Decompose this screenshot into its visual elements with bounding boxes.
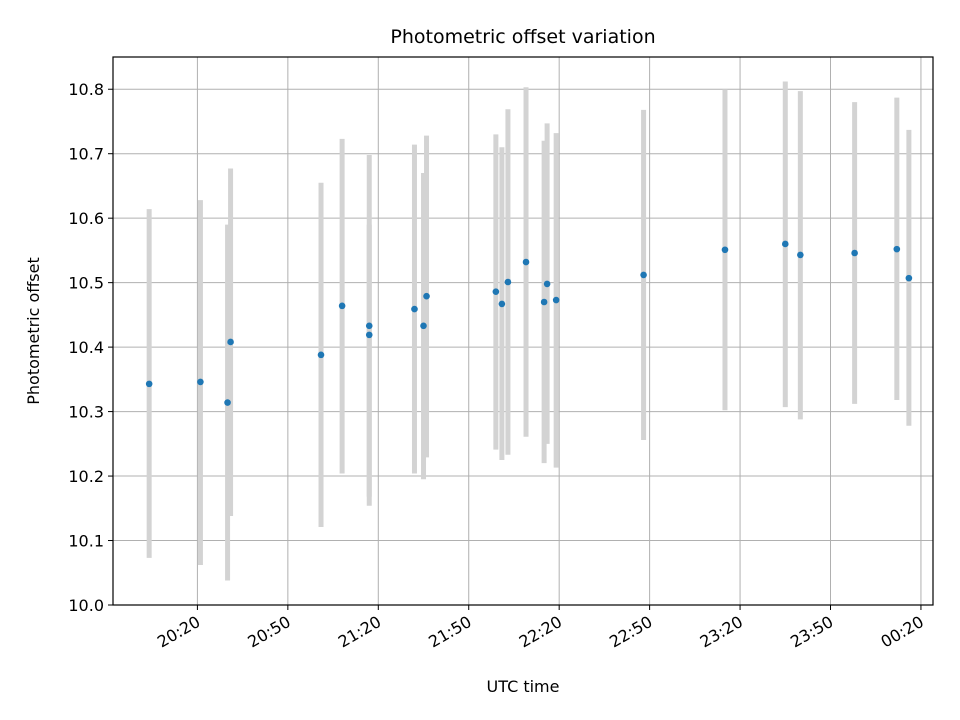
y-tick-label: 10.5 xyxy=(68,274,104,293)
y-axis: 10.0 10.1 10.2 10.3 10.4 10.5 10.6 10.7 10.8 xyxy=(68,80,113,615)
data-point xyxy=(411,305,418,313)
data-point xyxy=(721,246,729,254)
data-point xyxy=(797,251,804,259)
y-tick-label: 10.7 xyxy=(68,145,104,164)
data-point xyxy=(492,288,500,295)
data-point xyxy=(781,240,789,248)
data-point xyxy=(224,399,231,406)
data-point xyxy=(498,300,506,308)
data-point xyxy=(227,338,234,346)
data-point xyxy=(543,280,551,288)
data-point xyxy=(905,274,913,282)
grid xyxy=(113,57,933,606)
data-point xyxy=(338,302,346,310)
data-point xyxy=(365,331,373,339)
data-point xyxy=(540,298,548,306)
y-axis-title: Photometric offset xyxy=(24,257,43,405)
y-tick-label: 10.1 xyxy=(68,532,104,551)
data-point xyxy=(504,278,512,286)
y-tick-label: 10.4 xyxy=(68,338,104,357)
y-tick-label: 10.6 xyxy=(68,209,104,228)
data-point xyxy=(552,296,560,304)
data-point xyxy=(851,249,858,257)
y-tick-label: 10.3 xyxy=(68,403,104,422)
data-point xyxy=(423,292,430,300)
plot-area xyxy=(113,57,933,605)
x-axis-title: UTC time xyxy=(487,677,560,696)
chart-title: Photometric offset variation xyxy=(390,26,655,48)
data-point xyxy=(197,378,204,386)
data-point xyxy=(640,271,647,279)
data-point xyxy=(522,258,530,266)
y-tick-label: 10.8 xyxy=(68,80,104,99)
data-points xyxy=(145,240,913,406)
y-tick-label: 10.0 xyxy=(68,596,104,615)
data-point xyxy=(317,351,325,359)
data-point xyxy=(365,322,373,330)
data-point xyxy=(420,322,427,330)
plot-frame xyxy=(112,56,934,606)
y-tick-label: 10.2 xyxy=(68,467,104,486)
data-point xyxy=(893,245,901,253)
data-point xyxy=(145,380,153,388)
